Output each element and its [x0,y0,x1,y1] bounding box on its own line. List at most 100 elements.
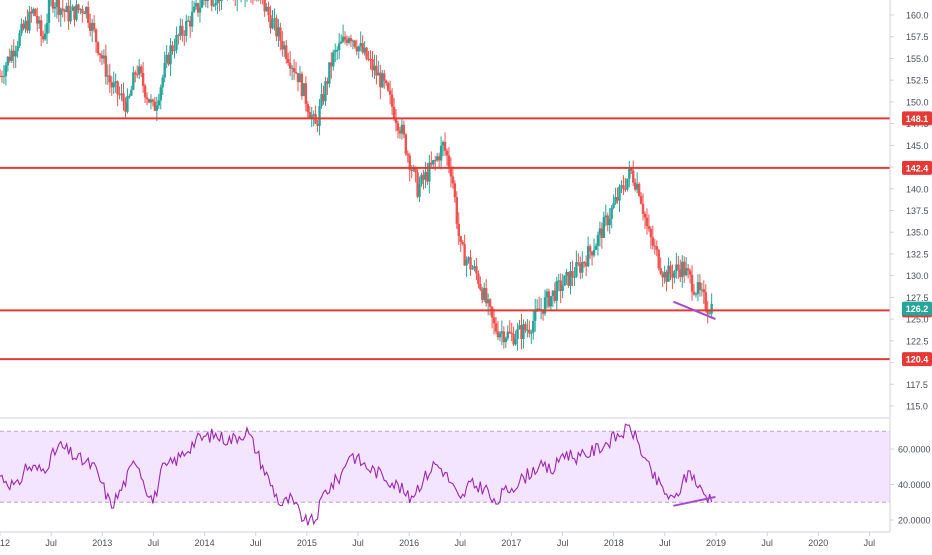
oscillator-band [0,431,890,502]
time-tick-label: 2019 [706,538,726,548]
time-tick-label: Jul [45,538,57,548]
price-tick-label: 152.5 [906,76,929,86]
candle-body [603,217,605,238]
candle-body [130,90,132,96]
candle-body [650,229,652,237]
candle-body [350,38,352,41]
candle-body [293,68,295,72]
candle-body [642,204,644,214]
candle-body [460,236,462,242]
candle-body [577,262,579,263]
price-tick-label: 160.0 [906,11,929,21]
candle-body [201,0,203,8]
time-tick-label: 2018 [604,538,624,548]
candle-body [207,0,209,1]
candle-body [307,104,309,112]
candle-body [691,275,693,292]
candle-body [477,273,479,283]
candle-body [626,179,628,190]
candle-body [146,97,148,99]
candle-body [446,151,448,156]
candle-body [632,171,634,183]
candle-body [669,266,671,274]
candle-body [510,333,512,334]
candle-body [491,307,493,318]
candle-body [499,333,501,337]
oscillator-tick-label: 40.0000 [898,480,931,490]
candle-body [652,237,654,245]
candle-body [134,72,136,74]
candle-body [495,323,497,331]
price-tick-label: 127.5 [906,293,929,303]
price-tick-label: 150.0 [906,97,929,107]
time-tick-label: Jul [352,538,364,548]
candle-body [610,208,612,219]
time-tick-label: Jul [659,538,671,548]
candle-body [581,262,583,273]
candle-body [440,146,442,161]
current-price-label: 126.2 [906,304,929,314]
candle-body [46,23,48,34]
price-tick-label: 145.0 [906,141,929,151]
candle-body [28,12,30,31]
candle-body [461,242,463,244]
candle-body [563,276,565,286]
candle-body [471,268,473,269]
candle-body [69,11,71,22]
candle-body [81,9,83,13]
candle-body [659,268,661,273]
candle-body [305,83,307,104]
candle-body [387,83,389,90]
candle-body [595,246,597,250]
candle-body [344,37,346,40]
candle-body [395,119,397,123]
candle-body [452,176,454,183]
candle-body [383,73,385,80]
candle-body [454,183,456,197]
level-price-label: 148.1 [906,114,929,124]
candle-body [162,78,164,88]
candle-body [126,96,128,111]
candle-body [391,95,393,107]
candle-body [132,72,134,89]
price-tick-label: 117.5 [906,380,928,390]
candle-body [62,9,64,11]
candle-body [465,260,467,266]
candle-body [479,284,481,290]
candle-body [158,100,160,105]
candle-body [113,83,115,88]
candle-body [469,257,471,269]
candle-body [163,63,165,78]
candle-body [338,43,340,50]
price-tick-label: 130.0 [906,271,929,281]
candle-body [673,271,675,278]
candle-body [393,107,395,119]
candle-body [677,265,679,270]
candle-body [365,48,367,59]
time-tick-label: 2013 [92,538,112,548]
candle-body [516,329,518,339]
candle-body [185,21,187,36]
candle-body [656,246,658,250]
candle-body [695,294,697,295]
candle-body [407,154,409,156]
candle-body [589,246,591,251]
candle-body [444,142,446,151]
candle-body [475,266,477,273]
candle-body [332,52,334,66]
candle-body [609,219,611,225]
time-tick-label: Jul [148,538,160,548]
candle-body [336,50,338,51]
candle-body [289,63,291,69]
time-tick-label: Jul [864,538,876,548]
time-tick-label: 2016 [399,538,419,548]
candle-body [173,50,175,51]
price-tick-label: 137.5 [906,206,929,216]
candle-body [211,0,213,6]
candle-body [403,125,405,135]
price-tick-label: 115.0 [906,402,928,412]
candle-body [405,134,407,153]
price-tick-label: 157.5 [906,32,929,42]
candle-body [575,262,577,277]
